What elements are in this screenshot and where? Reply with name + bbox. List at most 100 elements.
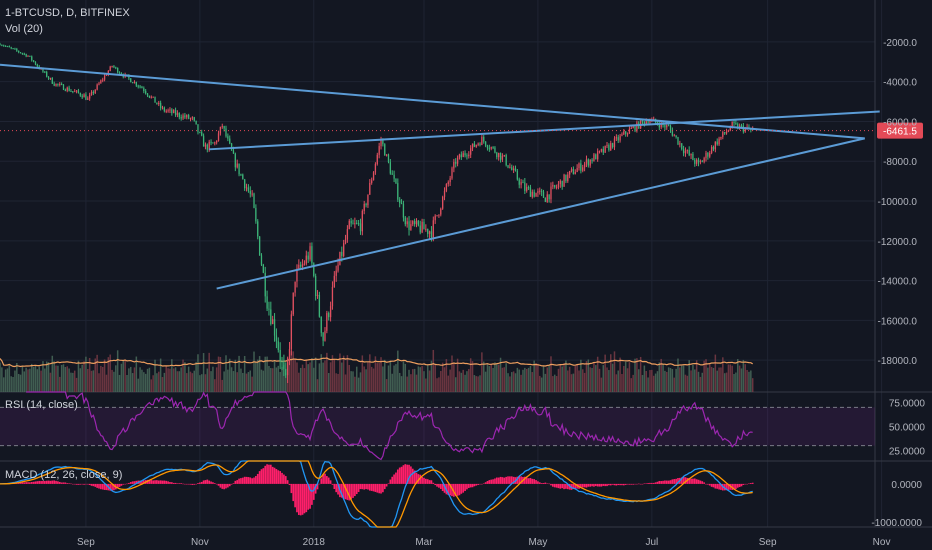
macd-histogram-bar — [548, 483, 550, 485]
volume-bar — [301, 364, 304, 392]
volume-bar — [370, 366, 373, 392]
volume-bar — [346, 355, 349, 392]
macd-histogram-bar — [268, 464, 270, 484]
volume-bar — [204, 374, 207, 392]
candle-body — [335, 270, 337, 276]
macd-histogram-bar — [342, 483, 345, 499]
volume-bar — [557, 368, 560, 392]
macd-histogram-bar — [406, 464, 409, 484]
candle-body — [389, 162, 392, 174]
macd-histogram-bar — [238, 478, 240, 484]
candle-body — [378, 146, 380, 155]
volume-bar — [16, 362, 18, 392]
volume-bar — [690, 370, 692, 392]
macd-histogram-bar — [258, 471, 261, 484]
candle-body — [131, 82, 134, 84]
candle-body — [455, 161, 457, 164]
candle-body — [415, 220, 418, 225]
volume-bar — [90, 370, 93, 392]
volume-bar — [598, 368, 601, 392]
candle-body — [113, 65, 115, 68]
volume-bar — [206, 368, 209, 392]
candle-body — [257, 221, 259, 237]
rsi-tick-label: 50.0000 — [889, 423, 926, 434]
volume-bar — [255, 361, 257, 392]
volume-bar — [208, 352, 210, 392]
price-tick-label: -18000.0 — [878, 356, 918, 367]
macd-histogram-bar — [622, 483, 625, 486]
volume-bar — [47, 362, 50, 392]
candle-body — [720, 136, 722, 139]
volume-bar — [137, 378, 139, 392]
candle-body — [733, 121, 735, 124]
volume-bar — [408, 369, 410, 392]
candle-body — [413, 221, 416, 225]
volume-bar — [53, 361, 55, 392]
candle-body — [623, 131, 625, 135]
volume-bar — [217, 356, 220, 392]
candle-body — [208, 141, 210, 150]
volume-bar — [266, 356, 268, 392]
candle-body — [682, 149, 685, 154]
volume-bar — [163, 372, 166, 392]
candle-body — [445, 183, 448, 191]
volume-bar — [574, 366, 577, 392]
macd-histogram-bar — [387, 483, 390, 484]
candle-body — [404, 217, 406, 225]
volume-bar — [527, 367, 530, 392]
macd-histogram-bar — [671, 479, 674, 484]
volume-bar — [161, 377, 164, 392]
volume-bar — [59, 376, 61, 392]
volume-bar — [389, 360, 392, 392]
candle-body — [712, 146, 715, 150]
volume-bar — [682, 365, 685, 392]
candle-body — [275, 335, 278, 342]
price-tick-label: -6000.0 — [883, 117, 917, 128]
candle-body — [339, 251, 341, 265]
macd-histogram-bar — [64, 482, 67, 484]
volume-bar — [372, 368, 375, 392]
volume-bar — [673, 377, 675, 392]
volume-bar — [600, 377, 603, 392]
candle-body — [187, 115, 190, 119]
macd-histogram-bar — [116, 483, 119, 489]
candle-body — [361, 210, 363, 232]
volume-bar — [21, 365, 24, 392]
macd-histogram-bar — [727, 483, 730, 490]
volume-bar — [270, 368, 272, 392]
time-tick-label: Mar — [415, 537, 433, 548]
macd-histogram-bar — [131, 481, 134, 484]
volume-bar — [186, 373, 188, 392]
candle-body — [277, 341, 279, 351]
candle-body — [46, 71, 48, 77]
macd-histogram-bar — [744, 483, 747, 485]
volume-bar — [122, 360, 125, 392]
candle-body — [4, 45, 7, 47]
volume-bar — [602, 365, 605, 392]
candle-body — [527, 187, 530, 189]
candle-body — [410, 224, 412, 230]
candle-body — [701, 161, 703, 163]
volume-bar — [404, 363, 407, 392]
volume-bar — [382, 366, 384, 392]
volume-bar — [150, 379, 153, 392]
volume-bar — [298, 372, 300, 392]
candle-body — [314, 276, 317, 296]
volume-bar — [182, 359, 184, 392]
candle-body — [535, 193, 537, 197]
candle-body — [193, 117, 195, 121]
candle-body — [290, 314, 293, 350]
macd-histogram-bar — [113, 483, 115, 491]
macd-histogram-bar — [389, 479, 392, 484]
volume-bar — [712, 367, 715, 392]
candle-body — [152, 96, 154, 98]
macd-histogram-bar — [596, 483, 599, 487]
macd-histogram-bar — [518, 476, 521, 484]
candle-body — [488, 148, 491, 150]
candle-body — [141, 86, 143, 89]
macd-histogram-bar — [49, 480, 52, 484]
macd-histogram-bar — [157, 480, 160, 484]
volume-bar — [316, 379, 319, 392]
volume-bar — [638, 369, 640, 392]
